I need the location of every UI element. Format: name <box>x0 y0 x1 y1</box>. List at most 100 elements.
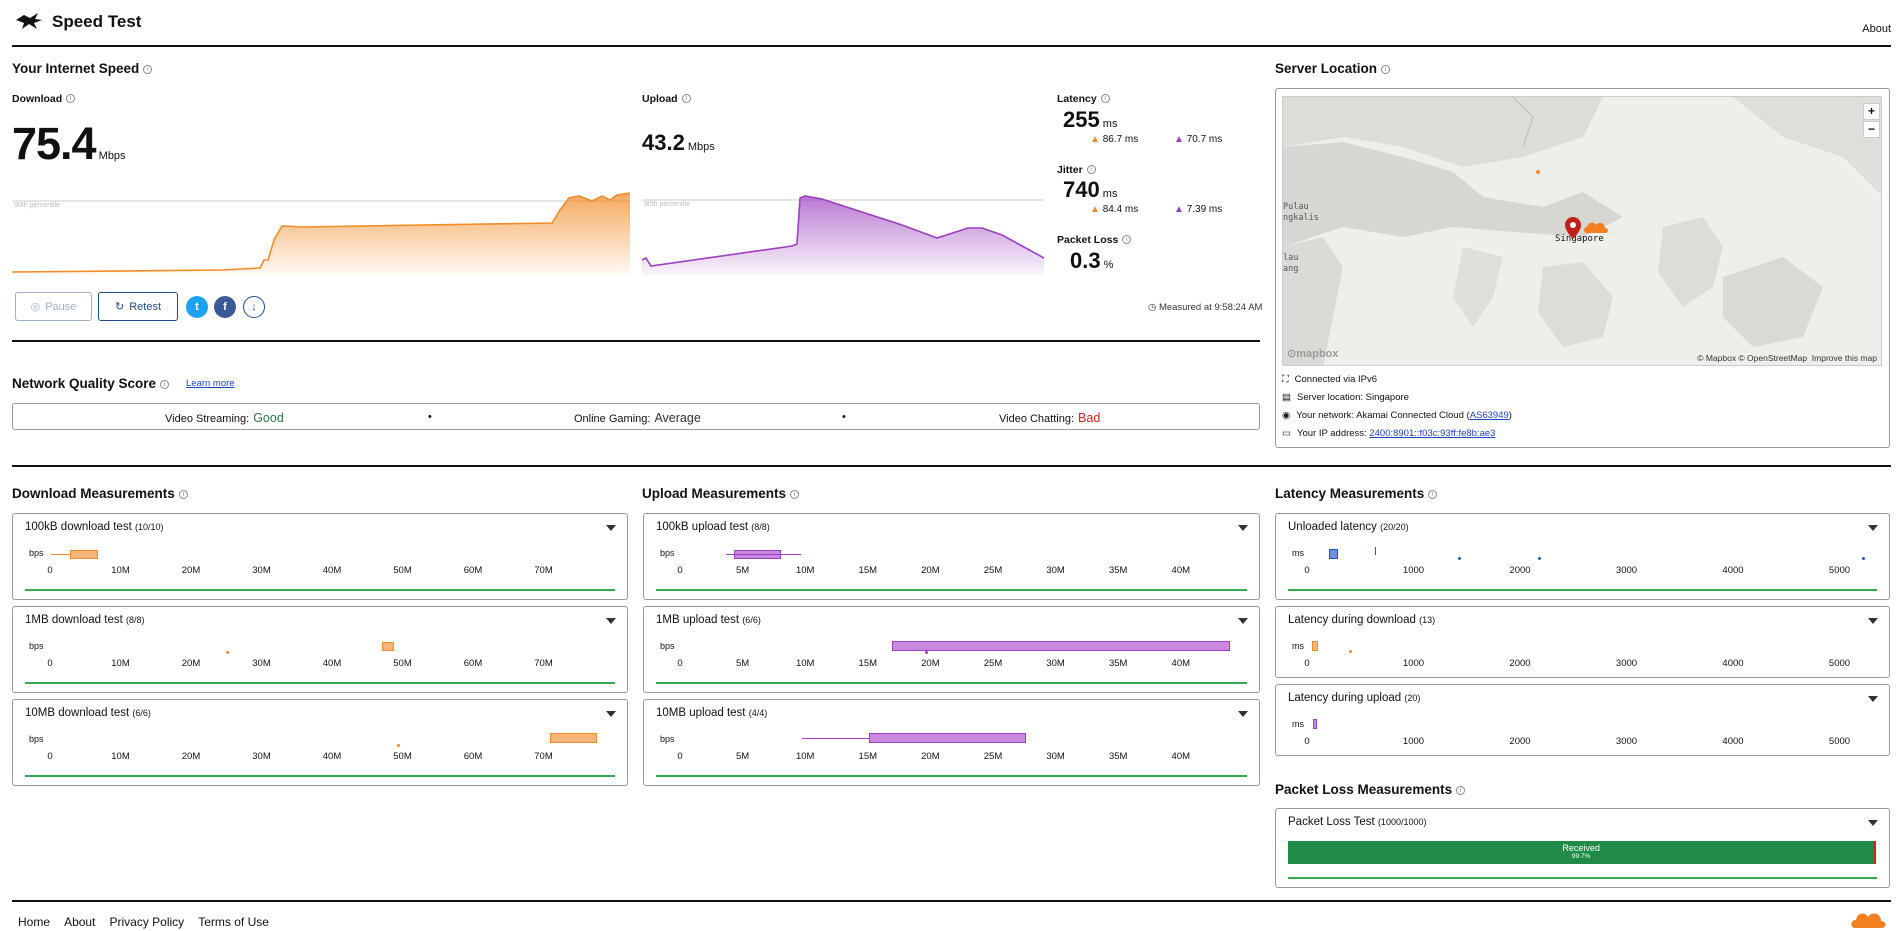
info-icon[interactable]: i <box>143 65 153 74</box>
location-pin-icon: ◉ <box>1282 410 1291 421</box>
outlier-point <box>1862 557 1865 560</box>
upload-test-card-10mb[interactable]: 10MB upload test (4/4) bps 0 5M 10M 15M 20M 2… <box>643 699 1260 786</box>
axis-tick-label: 3000 <box>1615 736 1638 747</box>
box-plot <box>1329 549 1338 559</box>
server-icon: ▤ <box>1282 392 1291 403</box>
facebook-share-icon[interactable]: f <box>214 296 236 318</box>
download-arrow-icon: ▲ <box>1090 134 1100 145</box>
axis-tick-label: 60M <box>463 751 483 762</box>
packet-loss-test-card[interactable]: Packet Loss Test (1000/1000) Received 99… <box>1275 808 1890 888</box>
jitter-label: Jitter i <box>1057 164 1096 176</box>
axis-tick-label: 40M <box>322 565 342 576</box>
axis-tick-label: 30M <box>252 658 271 669</box>
whisker <box>726 554 801 555</box>
chevron-down-icon[interactable] <box>606 711 616 717</box>
info-icon[interactable]: i <box>178 490 188 499</box>
packet-loss-label: Packet Loss i <box>1057 234 1132 246</box>
map-attribution: © Mapbox © OpenStreetMap Improve this ma… <box>1697 353 1877 363</box>
section-divider <box>12 340 1260 342</box>
download-test-card-10mb[interactable]: 10MB download test (6/6) bps 0 10M 20M 30M 4… <box>12 699 628 786</box>
axis-tick-label: 0 <box>677 751 683 762</box>
map-zoom-out-button[interactable]: − <box>1863 121 1880 138</box>
upload-test-card-1mb[interactable]: 1MB upload test (6/6) bps 0 5M 10M 15M 20M 25… <box>643 606 1260 693</box>
axis-tick-label: 2000 <box>1509 736 1531 747</box>
separator-dot: • <box>428 411 432 423</box>
axis-tick-label: 5000 <box>1828 565 1851 576</box>
chevron-down-icon[interactable] <box>1868 820 1878 826</box>
download-measurements-title: Download Measurements i <box>12 486 188 501</box>
footer-home-link[interactable]: Home <box>18 915 51 929</box>
latency-test-card-unloaded[interactable]: Unloaded latency (20/20) ms 0 1000 2000 300… <box>1275 513 1890 600</box>
chevron-down-icon[interactable] <box>1868 696 1878 702</box>
footer-privacy-link[interactable]: Privacy Policy <box>109 915 185 929</box>
download-results-icon[interactable]: ↓ <box>243 296 265 318</box>
upload-test-card-100kb[interactable]: 100kB upload test (8/8) bps 0 5M 10M 15M 20M… <box>643 513 1260 600</box>
twitter-share-icon[interactable]: t <box>186 296 208 318</box>
latency-test-card-download[interactable]: Latency during download (13) ms 0 1000 200… <box>1275 606 1890 678</box>
latency-upload: ▲ 70.7 ms <box>1174 134 1223 145</box>
info-icon[interactable]: i <box>681 94 691 103</box>
info-icon[interactable]: i <box>1428 490 1438 499</box>
map-zoom-in-button[interactable]: + <box>1863 103 1880 120</box>
info-icon[interactable]: i <box>790 490 800 499</box>
chevron-down-icon[interactable] <box>1868 618 1878 624</box>
info-icon[interactable]: i <box>1122 235 1132 244</box>
info-icon[interactable]: i <box>1086 165 1096 174</box>
axis-tick-label: 40M <box>322 658 342 669</box>
baseline <box>656 682 1247 684</box>
axis-tick-label: 60M <box>463 658 483 669</box>
learn-more-link[interactable]: Learn more <box>186 378 235 389</box>
axis-tick-label: 30M <box>252 751 271 762</box>
axis-tick-label: 10M <box>111 751 130 762</box>
ip-card-icon: ▭ <box>1282 428 1291 439</box>
app-title: Speed Test <box>52 12 142 31</box>
upload-measurements-title: Upload Measurements i <box>642 486 800 501</box>
baseline <box>656 589 1247 591</box>
axis-tick-label: 70M <box>534 565 553 576</box>
axis-tick-label: 50M <box>393 751 412 762</box>
ip-address-link[interactable]: 2400:8901::f03c:93ff:fe8b:ae3 <box>1369 428 1496 439</box>
axis-tick-label: 0 <box>1304 565 1310 576</box>
axis-tick-label: 15M <box>858 565 878 576</box>
clock-icon: ◷ <box>1148 302 1157 313</box>
chevron-down-icon[interactable] <box>1238 711 1248 717</box>
packet-loss-measurements-title: Packet Loss Measurements i <box>1275 782 1466 797</box>
server-location-card <box>1275 88 1890 448</box>
mapbox-logo: ⊙mapbox <box>1287 348 1339 360</box>
footer-terms-link[interactable]: Terms of Use <box>198 915 269 929</box>
server-location-title: Server Location i <box>1275 61 1391 76</box>
map-city-label: Singapore <box>1555 234 1604 244</box>
asn-link[interactable]: AS63949 <box>1469 410 1509 421</box>
info-icon[interactable]: i <box>66 94 76 103</box>
download-test-card-1mb[interactable]: 1MB download test (8/8) bps 0 10M 20M 30M 40… <box>12 606 628 693</box>
footer-about-link[interactable]: About <box>64 915 96 929</box>
about-link[interactable]: About <box>1862 23 1891 35</box>
quality-score-box: Video Streaming: Good • Online Gaming: Ave… <box>12 403 1260 430</box>
pause-button[interactable]: ◎ Pause <box>15 292 92 321</box>
download-test-card-100kb[interactable]: 100kB download test (10/10) bps 0 10M 20M 3… <box>12 513 628 600</box>
baseline <box>25 775 615 777</box>
box-plot <box>70 550 98 559</box>
chevron-down-icon[interactable] <box>1238 618 1248 624</box>
server-location-line: ▤ Server location: Singapore <box>1282 392 1409 403</box>
info-icon[interactable]: i <box>1381 65 1391 74</box>
server-map[interactable]: Singapore Pulau ngkalis lau ang + − ⊙map… <box>1282 96 1882 366</box>
outlier-point <box>226 651 229 654</box>
chevron-down-icon[interactable] <box>1238 525 1248 531</box>
info-icon[interactable]: i <box>160 380 170 389</box>
info-icon[interactable]: i <box>1100 94 1110 103</box>
axis-tick-label: 15M <box>858 751 878 762</box>
box-plot <box>869 733 1026 743</box>
info-icon[interactable]: i <box>1456 786 1466 795</box>
retest-button[interactable]: ↻ Retest <box>98 292 178 321</box>
chevron-down-icon[interactable] <box>1868 525 1878 531</box>
chevron-down-icon[interactable] <box>606 525 616 531</box>
latency-test-card-upload[interactable]: Latency during upload (20) ms 0 1000 2000 3… <box>1275 684 1890 756</box>
outlier-point <box>397 744 400 747</box>
upload-label: Upload i <box>642 93 691 105</box>
chevron-down-icon[interactable] <box>606 618 616 624</box>
video-streaming-score: Video Streaming: Good <box>165 411 284 425</box>
outlier-point <box>1375 547 1376 555</box>
download-percentile-label: 90th percentile <box>14 202 60 209</box>
map-land-shapes <box>1283 97 1881 365</box>
